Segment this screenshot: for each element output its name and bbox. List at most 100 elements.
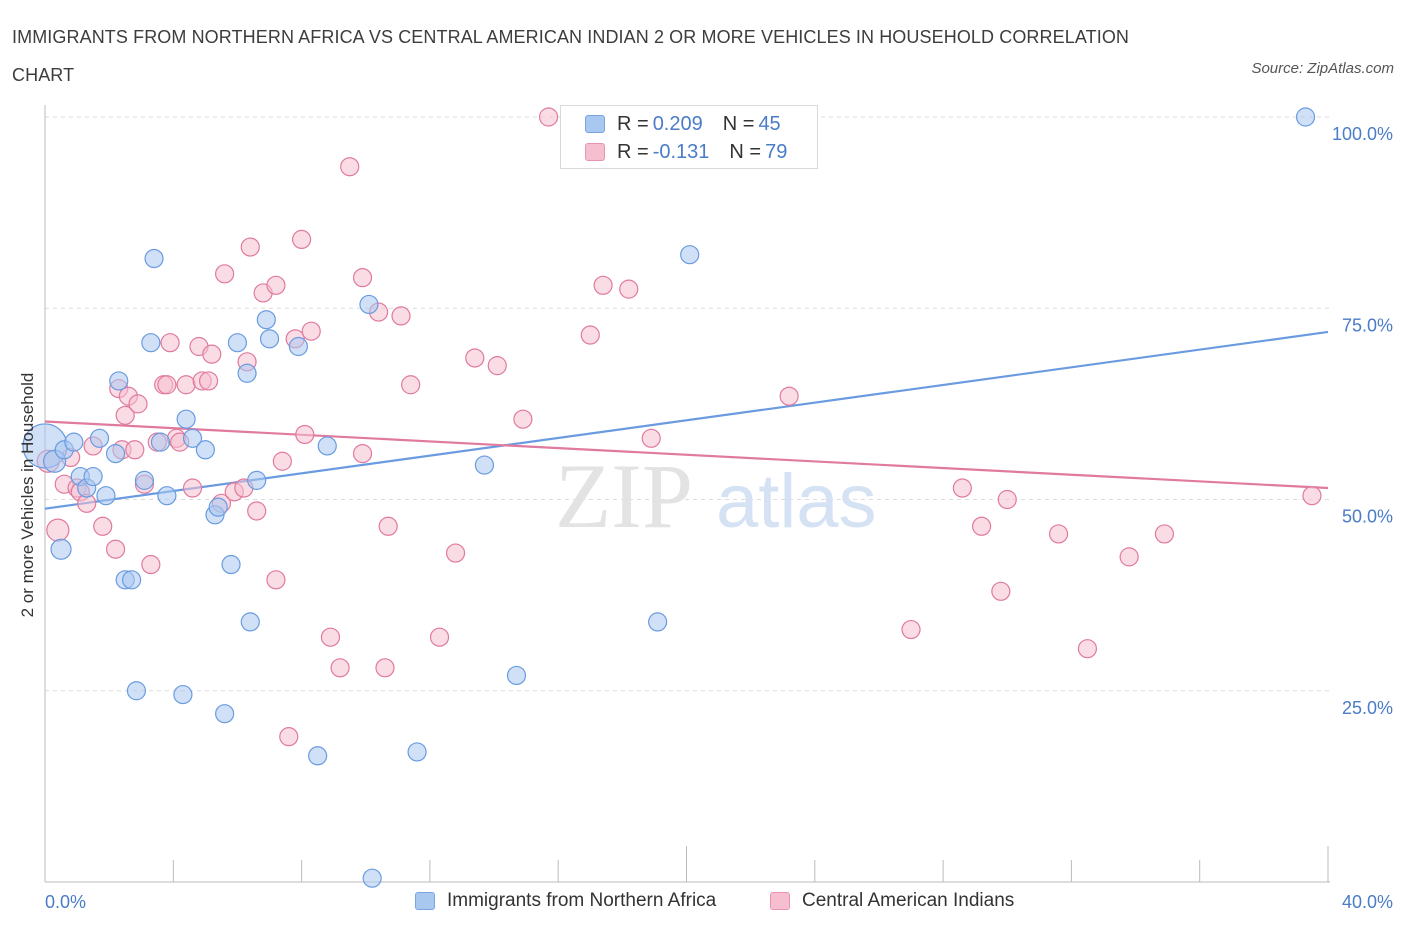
point-northern-africa — [208, 497, 228, 517]
point-northern-africa — [407, 742, 427, 762]
watermark-atlas: atlas — [716, 459, 877, 544]
point-northern-africa — [182, 428, 203, 448]
n-label: N = — [722, 112, 755, 135]
point-central-american — [991, 581, 1011, 601]
x-tick-labels: 0.0% 40.0% — [45, 892, 1393, 912]
point-central-american — [266, 275, 286, 295]
point-central-american — [401, 375, 421, 395]
point-central-american — [378, 516, 398, 536]
r-label: R = — [617, 140, 649, 163]
point-central-american — [1048, 524, 1069, 544]
trend-line-central-american — [44, 420, 1329, 490]
r-value: 0.209 — [652, 112, 703, 135]
point-northern-africa — [221, 554, 241, 575]
series-legend: Immigrants from Northern Africa Central … — [0, 890, 1406, 916]
point-central-american — [141, 554, 161, 575]
legend-label: Immigrants from Northern Africa — [447, 890, 717, 911]
y-tick-label: 100.0% — [1332, 124, 1393, 144]
point-northern-africa — [288, 336, 308, 357]
point-central-american — [429, 627, 450, 647]
point-central-american — [445, 543, 466, 563]
y-tick-label: 25.0% — [1342, 698, 1393, 718]
point-central-american — [46, 518, 70, 542]
point-northern-africa — [126, 681, 147, 701]
legend-item-central-american[interactable]: Central American Indians — [770, 890, 1014, 912]
point-northern-africa — [237, 363, 257, 383]
point-northern-africa — [109, 371, 129, 391]
point-northern-africa — [157, 486, 177, 506]
point-central-american — [202, 344, 222, 364]
axes — [44, 105, 1330, 883]
point-northern-africa — [648, 612, 668, 632]
point-northern-africa — [1295, 107, 1316, 127]
n-value: 79 — [765, 140, 788, 163]
point-northern-africa — [240, 612, 260, 632]
point-northern-africa — [215, 704, 235, 724]
legend-label: Central American Indians — [802, 890, 1015, 911]
point-central-american — [125, 440, 145, 460]
point-central-american — [157, 375, 177, 395]
point-central-american — [266, 570, 286, 590]
stats-legend: R = 0.209 N = 45 R = -0.131 N = 79 — [560, 105, 818, 169]
point-northern-africa — [141, 333, 161, 353]
point-central-american — [391, 306, 411, 326]
legend-row-central-american: R = -0.131 N = 79 — [585, 140, 787, 164]
point-central-american — [641, 428, 661, 448]
n-value: 45 — [758, 112, 781, 135]
point-central-american — [301, 321, 321, 341]
point-central-american — [198, 371, 219, 391]
point-northern-africa — [227, 333, 248, 353]
point-central-american — [176, 375, 196, 395]
y-tick-label: 75.0% — [1342, 315, 1393, 335]
point-central-american — [1154, 524, 1175, 544]
data-points — [22, 107, 1322, 888]
r-label: R = — [617, 112, 649, 135]
point-central-american — [352, 268, 373, 288]
point-central-american — [247, 501, 267, 521]
n-label: N = — [729, 140, 762, 163]
point-northern-africa — [680, 245, 700, 265]
point-northern-africa — [256, 310, 276, 330]
point-northern-africa — [359, 294, 379, 315]
point-northern-africa — [89, 428, 110, 448]
point-northern-africa — [50, 538, 72, 560]
point-northern-africa — [96, 486, 116, 506]
point-northern-africa — [83, 466, 103, 487]
point-central-american — [279, 727, 299, 747]
point-central-american — [952, 478, 972, 498]
point-central-american — [320, 627, 341, 647]
point-central-american — [160, 333, 180, 353]
point-central-american — [128, 394, 148, 414]
point-central-american — [901, 619, 921, 640]
point-central-american — [240, 237, 260, 257]
point-central-american — [1302, 486, 1322, 506]
point-northern-africa — [176, 409, 196, 429]
point-northern-africa — [105, 444, 126, 464]
legend-swatch-pink — [585, 143, 605, 161]
point-central-american — [182, 478, 203, 498]
x-tick-label: 0.0% — [45, 892, 86, 912]
y-tick-labels: 25.0% 50.0% 75.0% 100.0% — [1332, 124, 1393, 718]
legend-item-northern-africa[interactable]: Immigrants from Northern Africa — [415, 890, 716, 912]
chart-title: IMMIGRANTS FROM NORTHERN AFRICA VS CENTR… — [12, 27, 1130, 85]
point-central-american — [1119, 547, 1139, 567]
point-northern-africa — [150, 432, 171, 452]
point-central-american — [272, 451, 292, 471]
point-northern-africa — [173, 684, 193, 705]
point-northern-africa — [144, 248, 164, 269]
y-axis-label: 2 or more Vehicles in Household — [18, 372, 37, 618]
point-central-american — [513, 409, 533, 429]
point-central-american — [295, 424, 315, 445]
point-central-american — [538, 107, 559, 127]
legend-swatch-pink — [770, 892, 790, 910]
point-central-american — [997, 489, 1017, 510]
point-central-american — [330, 658, 350, 678]
point-central-american — [619, 279, 639, 299]
point-central-american — [1077, 639, 1098, 659]
point-central-american — [352, 444, 373, 464]
point-central-american — [292, 229, 312, 249]
point-northern-africa — [317, 436, 337, 456]
legend-swatch-blue — [415, 892, 435, 910]
point-northern-africa — [195, 440, 215, 460]
source-label: Source: ZipAtlas.com — [1251, 60, 1394, 77]
